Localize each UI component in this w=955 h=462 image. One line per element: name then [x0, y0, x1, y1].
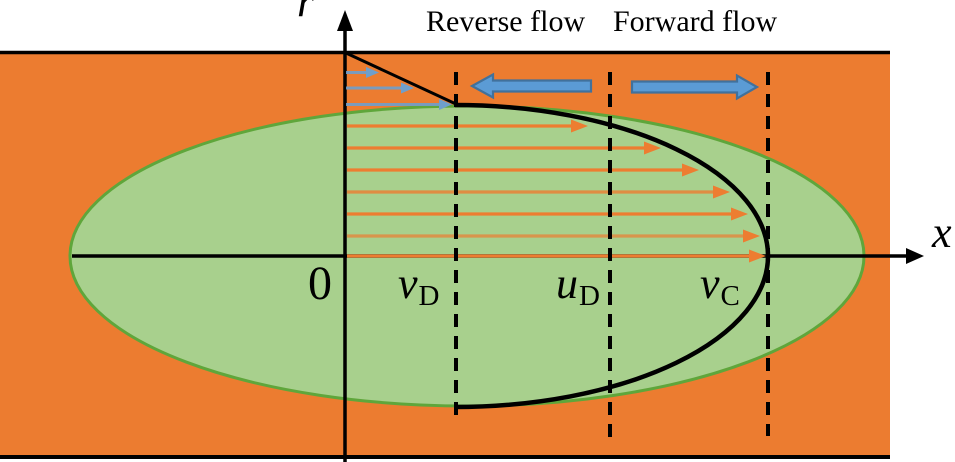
- x-axis-arrowhead: [906, 248, 924, 264]
- vC-subscript: C: [720, 280, 740, 312]
- velocity-arrowhead-icon: [713, 185, 730, 199]
- velocity-arrowhead-icon: [682, 163, 699, 177]
- flow-direction-arrows: [469, 72, 760, 101]
- r-axis-label: r: [297, 0, 315, 26]
- vD-subscript: D: [418, 280, 440, 312]
- x-axis-label: x: [932, 208, 952, 257]
- reverse-flow-label: Reverse flow: [426, 5, 586, 38]
- marker-label-vD: vD: [398, 259, 439, 311]
- film-arrowhead-icon: [366, 67, 379, 78]
- velocity-arrowhead-icon: [571, 119, 588, 133]
- film-arrowhead-icon: [401, 82, 414, 94]
- velocity-arrowhead-icon: [644, 141, 661, 155]
- forward-flow-label: Forward flow: [613, 5, 778, 38]
- velocity-arrowhead-icon: [749, 249, 766, 263]
- marker-label-vC: vC: [700, 259, 740, 311]
- vD-symbol: v: [398, 259, 418, 308]
- velocity-arrowhead-icon: [743, 229, 760, 243]
- uD-subscript: D: [579, 280, 600, 312]
- marker-dashed-lines: [454, 72, 770, 439]
- forward-flow-arrow: [630, 73, 760, 101]
- origin-label: 0: [308, 257, 332, 310]
- velocity-profile-arrows: [347, 119, 766, 263]
- velocity-arrowhead-icon: [731, 207, 748, 221]
- film-arrowhead-icon: [439, 99, 452, 110]
- film-profile-line: [345, 51, 457, 106]
- marker-label-uD: uD: [556, 259, 600, 311]
- uD-symbol: u: [556, 259, 578, 308]
- r-axis-arrowhead: [337, 10, 353, 31]
- reverse-flow-arrow: [469, 72, 593, 100]
- vC-symbol: v: [700, 259, 720, 308]
- film-velocity-arrows: [346, 67, 452, 110]
